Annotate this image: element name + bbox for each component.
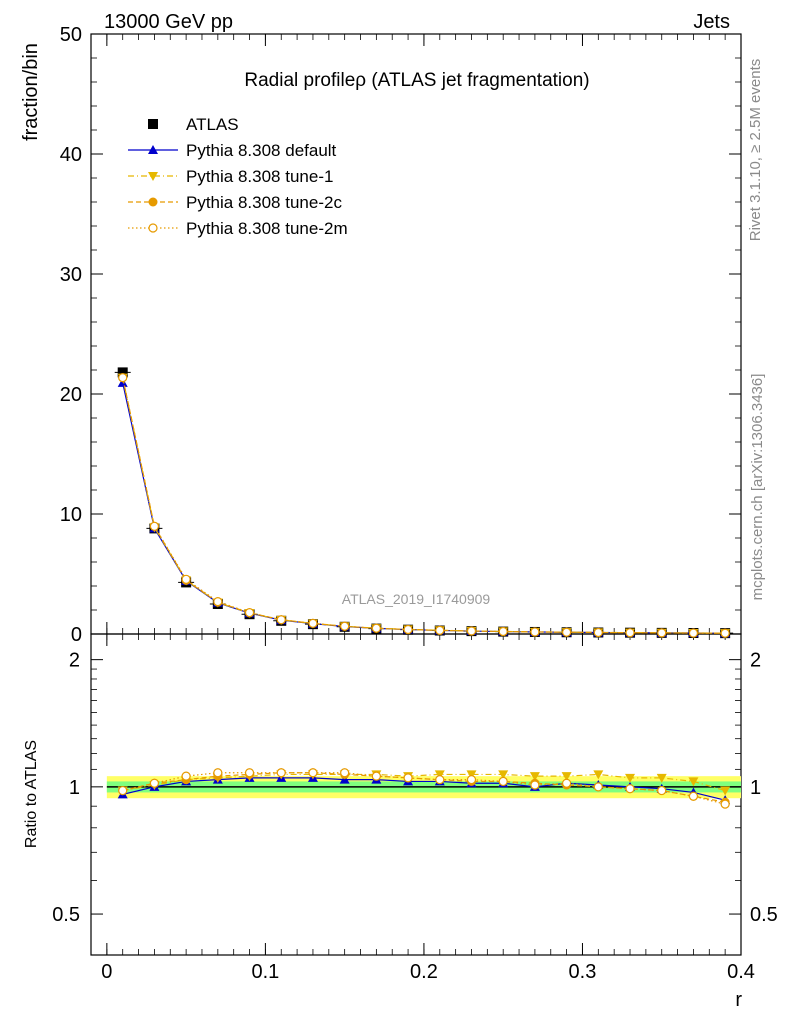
ratio-point-tune2m [466, 775, 477, 785]
y-tick-label: 30 [60, 264, 82, 286]
ratio-point-tune1 [529, 772, 540, 782]
x-axis-label: r [735, 989, 742, 1011]
main-point-tune2m [371, 623, 381, 633]
y-tick-label: 10 [60, 504, 82, 526]
main-point-tune2m [593, 627, 603, 638]
main-point-tune2m [403, 624, 413, 635]
x-tick-label: 0.3 [569, 961, 597, 983]
ratio-point-tune1 [625, 773, 636, 783]
ratio-tick-label-right: 2 [750, 650, 761, 672]
main-line-tune2c [122, 377, 726, 634]
main-point-tune2m [244, 608, 255, 618]
ratio-point-tune1 [561, 772, 572, 782]
legend-label-tune2c: Pythia 8.308 tune-2c [186, 193, 342, 212]
ratio-tick-label-left: 2 [69, 650, 80, 672]
mcplots-label: mcplots.cern.ch [arXiv:1306.3436] [749, 374, 766, 601]
ratio-point-tune2m [593, 782, 603, 792]
watermark: ATLAS_2019_I1740909 [342, 591, 491, 607]
ratio-point-tune2m [244, 768, 255, 778]
y-tick-label: 0 [71, 624, 82, 646]
ratio-tick-label-right: 0.5 [750, 904, 778, 926]
ratio-point-tune1 [434, 770, 445, 780]
main-point-tune2m [118, 373, 128, 383]
ratio-point-tune2m [371, 771, 381, 781]
ratio-point-tune2m [657, 785, 667, 796]
x-tick-label: 0.2 [410, 961, 438, 983]
main-point-tune2m [466, 626, 477, 636]
header-right: Jets [693, 11, 730, 33]
ratio-point-tune2m [213, 768, 223, 778]
ratio-line-tune1 [122, 773, 726, 792]
y-tick-label: 40 [60, 144, 82, 166]
header-left: 13000 GeV pp [104, 11, 233, 33]
axis-ticks: 0 0.1 0.2 0.3 0.4 0 10 20 30 40 50 0.5 0.5 1 1 2 2 [52, 24, 778, 983]
main-point-tune2m [625, 628, 635, 638]
main-point-tune2m [498, 626, 508, 637]
legend-marker-default [148, 145, 158, 154]
ratio-plot-series [117, 768, 731, 809]
ratio-point-tune2m [562, 778, 572, 788]
legend-marker-atlas [148, 119, 158, 129]
ratio-point-tune2m [530, 780, 540, 790]
ratio-point-tune2m [498, 776, 508, 787]
main-plot-series [114, 367, 734, 639]
legend-marker-tune1 [148, 172, 158, 181]
main-point-tune2m [340, 621, 350, 631]
ratio-line-default [122, 777, 726, 801]
main-line-tune1 [122, 377, 726, 634]
ratio-point-tune2m [118, 785, 128, 796]
ratio-point-tune2m [435, 775, 445, 785]
ratio-point-tune2m [688, 791, 699, 801]
ratio-point-tune2m [149, 778, 160, 788]
ratio-tick-label-right: 1 [750, 777, 761, 799]
legend-marker-tune2c [148, 197, 158, 207]
ratio-line-tune2m [122, 772, 726, 805]
main-point-tune2m [720, 628, 730, 638]
ratio-point-tune1 [498, 770, 509, 780]
ratio-axis-label: Ratio to ATLAS [23, 740, 40, 848]
ratio-point-tune1 [593, 770, 604, 780]
ratio-tick-label-left: 0.5 [52, 904, 80, 926]
main-point-tune2m [308, 618, 318, 628]
ratio-point-tune2m [625, 784, 635, 794]
main-point-atlas [117, 367, 128, 378]
legend-label-atlas: ATLAS [186, 115, 239, 134]
legend-label-tune1: Pythia 8.308 tune-1 [186, 167, 333, 186]
x-tick-label: 0.1 [251, 961, 279, 983]
y-axis-label: fraction/bin [20, 43, 42, 141]
main-point-tune2m [213, 596, 223, 607]
main-point-tune2m [276, 615, 286, 625]
ratio-tick-label-left: 1 [69, 777, 80, 799]
ratio-point-tune2m [181, 771, 191, 781]
y-tick-label: 20 [60, 384, 82, 406]
ratio-point-tune1 [656, 773, 667, 783]
rivet-label: Rivet 3.1.10, ≥ 2.5M events [747, 59, 764, 242]
x-tick-label: 0 [101, 961, 112, 983]
ratio-point-tune1 [688, 777, 699, 787]
main-point-tune2m [181, 574, 191, 584]
legend: ATLAS Pythia 8.308 default Pythia 8.308 tu… [128, 115, 348, 238]
ratio-point-tune2m [276, 768, 286, 778]
legend-label-tune2m: Pythia 8.308 tune-2m [186, 219, 348, 238]
ratio-point-tune1 [466, 770, 477, 780]
y-tick-label: 50 [60, 24, 82, 46]
chart-title: Radial profileρ (ATLAS jet fragmentation… [244, 70, 589, 91]
main-point-tune2m [149, 521, 160, 531]
main-point-tune2m [688, 628, 699, 638]
ratio-point-tune2m [720, 799, 730, 809]
legend-label-default: Pythia 8.308 default [186, 141, 337, 160]
legend-marker-tune2m [148, 223, 158, 233]
ratio-point-tune2m [308, 768, 318, 778]
main-point-tune2m [562, 627, 572, 637]
ratio-point-tune1 [720, 786, 731, 796]
ratio-point-tune2m [403, 773, 413, 783]
x-tick-label: 0.4 [727, 961, 755, 983]
main-point-tune2m [657, 628, 667, 638]
main-point-tune2m [530, 627, 540, 637]
main-point-tune2m [435, 625, 445, 635]
ratio-point-tune2m [340, 768, 350, 778]
